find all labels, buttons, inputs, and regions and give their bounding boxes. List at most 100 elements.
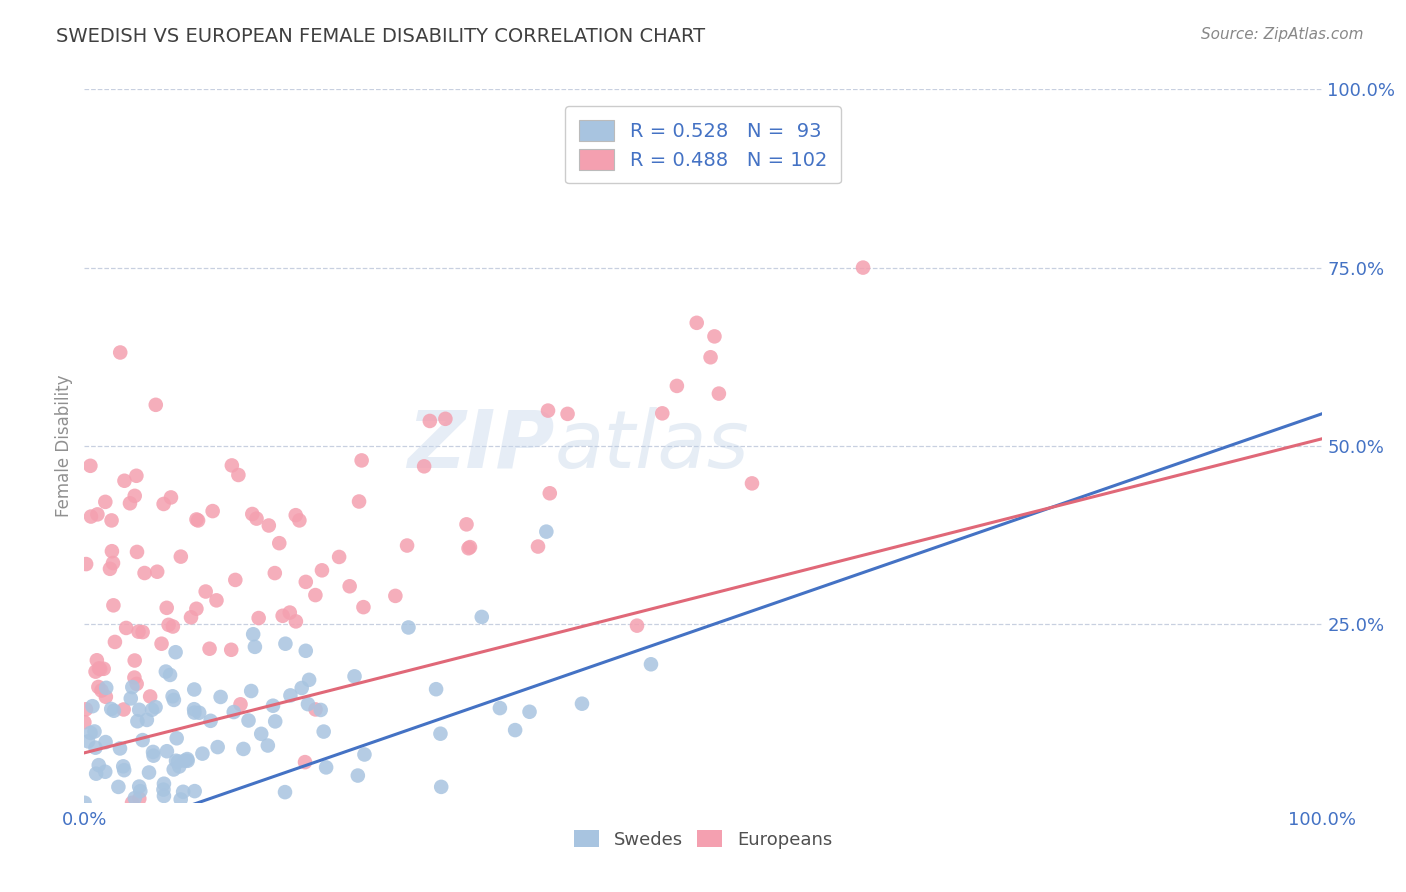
Point [163, 693, 186, 707]
Point [352, 600, 374, 615]
Point [396, 539, 419, 553]
Point [100, 702, 122, 716]
Point [183, 784, 205, 798]
Point [640, 657, 662, 672]
Point [145, 700, 167, 714]
Point [128, 791, 150, 805]
Point [537, 403, 560, 417]
Point [170, 792, 193, 806]
Text: atlas: atlas [554, 407, 749, 485]
Point [353, 747, 375, 762]
Point [77, 734, 100, 748]
Point [124, 791, 146, 805]
Point [94, 735, 117, 749]
Point [665, 379, 688, 393]
Point [170, 549, 193, 564]
Point [176, 752, 198, 766]
Point [128, 624, 150, 639]
Point [108, 741, 131, 756]
Point [153, 789, 176, 803]
Point [198, 641, 221, 656]
Point [651, 406, 673, 420]
Point [626, 618, 648, 632]
Point [172, 785, 194, 799]
Point [80, 509, 103, 524]
Point [112, 759, 135, 773]
Point [278, 606, 301, 620]
Point [127, 714, 149, 729]
Point [343, 669, 366, 683]
Point [186, 601, 208, 615]
Point [125, 545, 148, 559]
Point [187, 513, 209, 527]
Point [398, 620, 420, 634]
Point [156, 744, 179, 758]
Point [89, 662, 111, 676]
Point [304, 702, 326, 716]
Point [264, 714, 287, 729]
Point [291, 681, 314, 695]
Point [222, 705, 245, 719]
Point [339, 579, 361, 593]
Point [142, 745, 165, 759]
Point [347, 494, 370, 508]
Point [142, 748, 165, 763]
Point [82, 699, 104, 714]
Point [73, 796, 96, 810]
Point [200, 714, 222, 728]
Point [162, 619, 184, 633]
Point [157, 617, 180, 632]
Point [240, 684, 263, 698]
Point [128, 703, 150, 717]
Point [162, 690, 184, 704]
Point [167, 755, 190, 769]
Point [183, 702, 205, 716]
Point [103, 599, 125, 613]
Point [257, 518, 280, 533]
Point [186, 512, 208, 526]
Point [83, 724, 105, 739]
Point [152, 782, 174, 797]
Point [98, 562, 121, 576]
Point [686, 316, 709, 330]
Point [84, 665, 107, 679]
Point [429, 727, 451, 741]
Point [430, 780, 453, 794]
Point [94, 495, 117, 509]
Point [90, 683, 112, 698]
Point [288, 513, 311, 527]
Point [159, 668, 181, 682]
Point [183, 682, 205, 697]
Point [166, 731, 188, 746]
Point [384, 589, 406, 603]
Point [139, 690, 162, 704]
Point [129, 784, 152, 798]
Point [93, 662, 115, 676]
Point [194, 584, 217, 599]
Point [191, 747, 214, 761]
Point [527, 540, 550, 554]
Point [114, 474, 136, 488]
Point [284, 615, 307, 629]
Point [84, 766, 107, 780]
Point [150, 637, 173, 651]
Point [79, 458, 101, 473]
Point [84, 740, 107, 755]
Point [284, 508, 307, 523]
Point [156, 600, 179, 615]
Point [456, 517, 478, 532]
Point [315, 760, 337, 774]
Point [124, 489, 146, 503]
Point [350, 453, 373, 467]
Point [311, 563, 333, 577]
Point [221, 458, 243, 473]
Point [131, 625, 153, 640]
Text: ZIP: ZIP [408, 407, 554, 485]
Point [112, 702, 135, 716]
Point [312, 724, 335, 739]
Point [87, 661, 110, 675]
Point [165, 645, 187, 659]
Point [169, 759, 191, 773]
Point [107, 780, 129, 794]
Text: Source: ZipAtlas.com: Source: ZipAtlas.com [1201, 27, 1364, 42]
